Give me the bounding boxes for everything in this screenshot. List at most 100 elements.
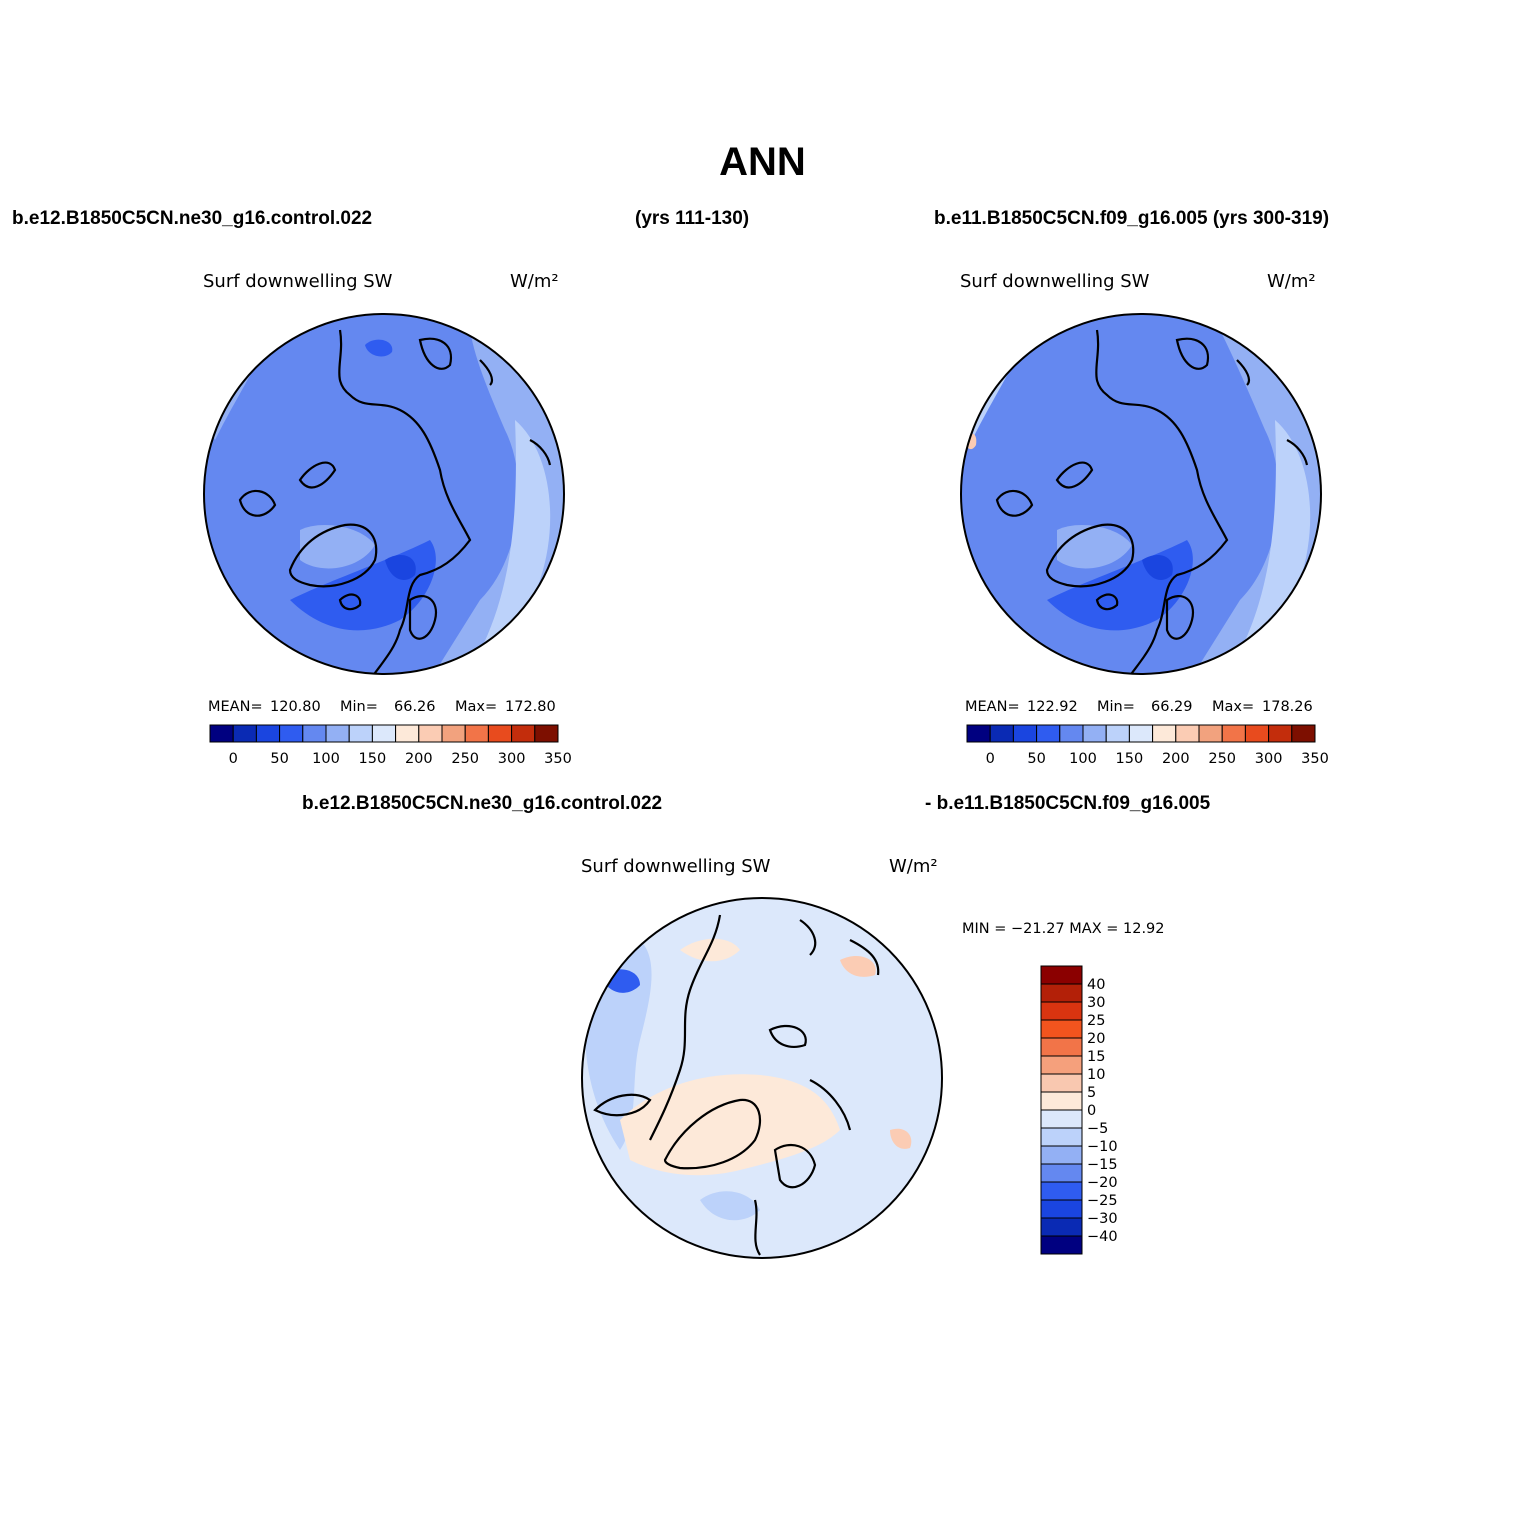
map-panel3 bbox=[582, 898, 942, 1258]
diff-case1-label: b.e12.B1850C5CN.ne30_g16.control.022 bbox=[302, 793, 663, 814]
panel1-colorbar-tick-label: 350 bbox=[544, 751, 572, 767]
panel2-colorbar-swatch bbox=[1291, 724, 1316, 743]
panel2-colorbar-swatch bbox=[1221, 724, 1246, 743]
panel1-colorbar-swatch bbox=[302, 724, 327, 743]
panel3-colorbar-swatch bbox=[1040, 1091, 1083, 1111]
panel1-colorbar-swatch bbox=[511, 724, 536, 743]
panel2-colorbar-swatch bbox=[1244, 724, 1270, 743]
panel2-colorbar-tick-label: 150 bbox=[1116, 751, 1144, 767]
panel2-colorbar-tick-label: 100 bbox=[1069, 751, 1097, 767]
panel1-coastlines bbox=[238, 329, 552, 674]
panel3-colorbar-swatch bbox=[1040, 1019, 1083, 1039]
panel3-colorbar-swatch bbox=[1040, 1055, 1083, 1075]
panel2-field-darker bbox=[1142, 555, 1173, 580]
panel3-colorbar-tick-label: −5 bbox=[1087, 1121, 1108, 1137]
panel3-colorbar-tick-label: −15 bbox=[1087, 1157, 1118, 1173]
panel3-colorbar-swatch bbox=[1040, 1001, 1083, 1021]
panel1-max-value: 172.80 bbox=[505, 699, 556, 715]
panel1-mean-label: MEAN= bbox=[208, 699, 263, 715]
panel3-coastlines bbox=[593, 914, 880, 1256]
panel2-colorbar-swatch bbox=[1105, 724, 1130, 743]
panel3-colorbar-tick-label: −25 bbox=[1087, 1193, 1118, 1209]
diff-case2-label: - b.e11.B1850C5CN.f09_g16.005 bbox=[925, 793, 1211, 814]
panel2-colorbar-swatch bbox=[966, 724, 991, 743]
panel1-colorbar-swatch bbox=[209, 724, 234, 743]
panel2-mean-label: MEAN= bbox=[965, 699, 1020, 715]
panel2-colorbar-swatch bbox=[1012, 724, 1038, 743]
panel2-colorbar-tick-label: 0 bbox=[986, 751, 995, 767]
panel2-colorbar-tick-label: 350 bbox=[1301, 751, 1329, 767]
panel1-colorbar-swatch bbox=[534, 724, 559, 743]
panel1-min-label: Min= bbox=[340, 699, 378, 715]
panel1-colorbar-swatch bbox=[464, 724, 489, 743]
case1-label: b.e12.B1850C5CN.ne30_g16.control.022 bbox=[12, 208, 373, 229]
panel1-colorbar-swatch bbox=[325, 724, 350, 743]
panel1-colorbar-swatch bbox=[441, 724, 466, 743]
panel2-colorbar-tick-label: 250 bbox=[1208, 751, 1236, 767]
panel2-units: W/m² bbox=[1267, 271, 1316, 292]
panel2-colorbar-swatch bbox=[1036, 724, 1061, 743]
panel1-colorbar-swatch bbox=[279, 724, 304, 743]
panel1-colorbar-tick-label: 0 bbox=[229, 751, 238, 767]
panel3-colorbar-swatch bbox=[1040, 1073, 1083, 1093]
panel1-min-value: 66.26 bbox=[394, 699, 436, 715]
panel2-colorbar-swatch bbox=[1059, 724, 1084, 743]
panel1-colorbar-swatch bbox=[348, 724, 373, 743]
panel3-colorbar-tick-label: 30 bbox=[1087, 995, 1105, 1011]
panel1-mean-value: 120.80 bbox=[270, 699, 321, 715]
panel2-colorbar: 0 50 100 150 200 250 300 350 bbox=[966, 724, 1329, 767]
panel1-variable: Surf downwelling SW bbox=[203, 271, 393, 292]
map-panel2 bbox=[961, 314, 1321, 674]
panel2-colorbar-tick-label: 300 bbox=[1255, 751, 1283, 767]
panel2-colorbar-swatch bbox=[1268, 724, 1293, 743]
panel3-frame bbox=[581, 897, 943, 1259]
panel3-colorbar-swatch bbox=[1040, 1163, 1083, 1183]
panel3-colorbar-tick-label: 5 bbox=[1087, 1085, 1096, 1101]
panel2-colorbar-tick-label: 200 bbox=[1162, 751, 1190, 767]
panel3-colorbar-tick-label: −30 bbox=[1087, 1211, 1118, 1227]
panel1-colorbar-tick-label: 150 bbox=[359, 751, 387, 767]
panel3-colorbar-swatch bbox=[1040, 1217, 1083, 1237]
panel3-colorbar-tick-label: −20 bbox=[1087, 1175, 1118, 1191]
panel2-colorbar-tick-label: 50 bbox=[1027, 751, 1045, 767]
panel2-colorbar-swatch bbox=[1198, 724, 1223, 743]
panel2-variable: Surf downwelling SW bbox=[960, 271, 1150, 292]
panel3-colorbar-tick-label: −40 bbox=[1087, 1229, 1118, 1245]
panel2-min-label: Min= bbox=[1097, 699, 1135, 715]
panel3-colorbar-swatch bbox=[1040, 965, 1083, 985]
panel1-colorbar-swatch bbox=[255, 724, 281, 743]
panel2-colorbar-swatch bbox=[1152, 724, 1177, 743]
panel1-colorbar-swatch bbox=[395, 724, 420, 743]
panel3-colorbar-swatch bbox=[1040, 1181, 1083, 1201]
panel1-colorbar-swatch bbox=[418, 724, 443, 743]
panel1-colorbar-tick-label: 50 bbox=[270, 751, 288, 767]
panel3-colorbar-swatch bbox=[1040, 1037, 1083, 1057]
panel2-colorbar-swatch bbox=[1128, 724, 1154, 743]
panel2-colorbar-swatch bbox=[1082, 724, 1107, 743]
panel3-variable: Surf downwelling SW bbox=[581, 856, 771, 877]
panel2-colorbar-swatch bbox=[1175, 724, 1200, 743]
panel3-colorbar-tick-label: 20 bbox=[1087, 1031, 1105, 1047]
panel3-colorbar-tick-label: −10 bbox=[1087, 1139, 1118, 1155]
panel1-colorbar-tick-label: 100 bbox=[312, 751, 340, 767]
panel1-colorbar-tick-label: 250 bbox=[451, 751, 479, 767]
panel3-field-warm-north bbox=[680, 938, 740, 962]
panel3-colorbar-tick-label: 10 bbox=[1087, 1067, 1105, 1083]
panel1-colorbar-tick-label: 300 bbox=[498, 751, 526, 767]
panel3-colorbar-swatch bbox=[1040, 1145, 1083, 1165]
panel3-field-warm-ne bbox=[840, 955, 876, 977]
panel3-colorbar: 40 30 25 20 15 10 5 0 −5 −10 −15 −20 −25 −30 −40 bbox=[1040, 965, 1118, 1255]
panel1-colorbar: 0 50 100 150 200 250 300 350 bbox=[209, 724, 572, 767]
panel2-max-value: 178.26 bbox=[1262, 699, 1313, 715]
panel3-colorbar-tick-label: 0 bbox=[1087, 1103, 1096, 1119]
panel3-field-warm bbox=[620, 1074, 840, 1176]
panel3-stats: MIN = −21.27 MAX = 12.92 bbox=[962, 921, 1165, 937]
panel3-colorbar-swatch bbox=[1040, 1235, 1083, 1255]
years1-label: (yrs 111-130) bbox=[635, 208, 750, 229]
panel1-colorbar-swatch bbox=[487, 724, 513, 743]
panel2-max-label: Max= bbox=[1212, 699, 1255, 715]
panel1-units: W/m² bbox=[510, 271, 559, 292]
panel3-colorbar-swatch bbox=[1040, 1109, 1083, 1129]
panel2-coastlines bbox=[995, 329, 1309, 674]
panel3-field-warm-east bbox=[890, 1128, 912, 1149]
